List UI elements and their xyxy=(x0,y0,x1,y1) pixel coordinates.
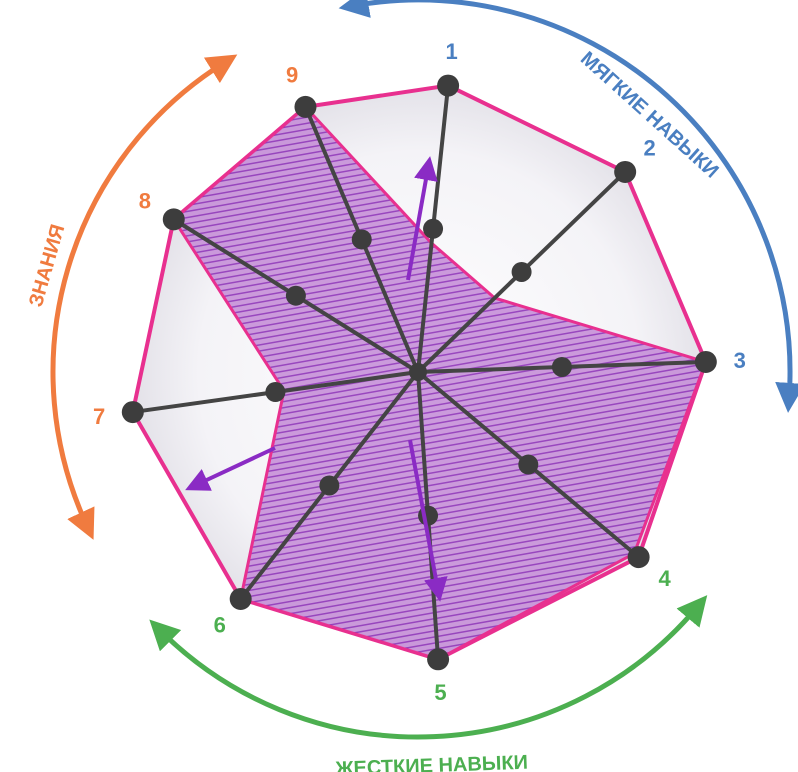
node-mid-7 xyxy=(265,382,286,403)
axis-label-7: 7 xyxy=(93,404,105,429)
axis-label-8: 8 xyxy=(139,188,151,213)
node-mid-8 xyxy=(285,285,306,306)
axis-label-6: 6 xyxy=(214,613,226,638)
axis-label-1: 1 xyxy=(446,39,458,64)
arc-hard xyxy=(149,595,708,740)
node-outer-2 xyxy=(614,160,637,183)
arc-knowledge xyxy=(50,54,238,540)
axis-label-4: 4 xyxy=(659,566,672,591)
node-outer-9 xyxy=(294,95,317,118)
center-node xyxy=(409,363,427,381)
axis-label-5: 5 xyxy=(434,680,446,705)
node-outer-4 xyxy=(627,546,650,569)
node-mid-6 xyxy=(319,475,340,496)
node-outer-3 xyxy=(694,350,717,373)
node-outer-6 xyxy=(229,587,252,610)
axis-label-3: 3 xyxy=(734,348,746,373)
node-mid-1 xyxy=(423,218,444,239)
node-mid-3 xyxy=(551,356,572,377)
node-outer-1 xyxy=(437,74,460,97)
node-outer-7 xyxy=(121,401,144,424)
node-mid-9 xyxy=(351,229,372,250)
axis-label-2: 2 xyxy=(644,135,656,160)
axis-label-9: 9 xyxy=(286,63,298,88)
growth-arrow-2 xyxy=(408,439,448,602)
node-mid-4 xyxy=(518,454,539,475)
node-outer-8 xyxy=(162,208,185,231)
node-mid-2 xyxy=(511,261,532,282)
node-outer-5 xyxy=(427,648,450,671)
arc-soft xyxy=(338,0,798,413)
arc-label-hard: ЖЕСТКИЕ НАВЫКИ xyxy=(334,752,528,772)
